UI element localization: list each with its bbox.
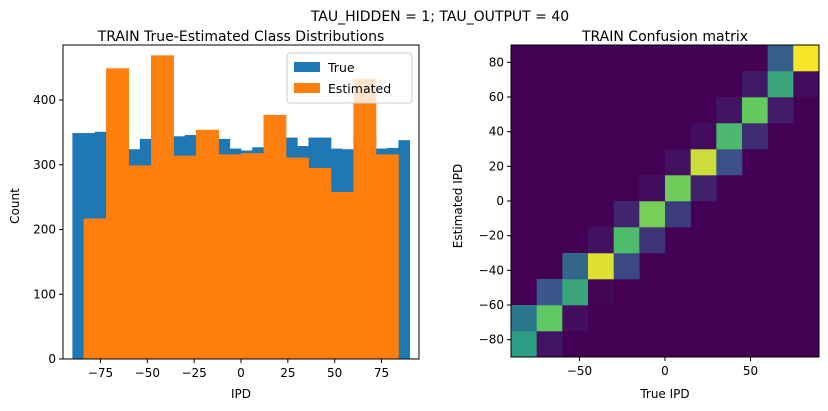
confusion-cell-7-6 (690, 175, 717, 202)
histogram-ytick-label: 0 (48, 352, 56, 366)
estimated-bar-10 (308, 168, 332, 359)
confusion-cell-5-5 (639, 201, 666, 228)
confusion-matrix-title: TRAIN Confusion matrix (581, 29, 748, 45)
true-bar-0 (72, 133, 85, 359)
confusion-matrix-xticks: −50 0 50 (567, 357, 758, 378)
confusion-matrix-yticks: −80 −60 −40 −20 0 20 40 60 80 (479, 55, 511, 347)
confusion-xtick-label: 0 (661, 364, 669, 378)
histogram-xtick-label: 0 (237, 366, 245, 380)
confusion-cell-5-6 (639, 175, 666, 202)
confusion-cell-2-2 (562, 279, 589, 306)
confusion-cell-7-7 (690, 149, 717, 176)
figure-suptitle: TAU_HIDDEN = 1; TAU_OUTPUT = 40 (310, 9, 569, 25)
histogram-xticks: −75 −50 −25 0 25 50 75 (88, 359, 389, 380)
confusion-matrix-panel: TRAIN Confusion matrix −50 0 50 −80−60−40−… (451, 29, 820, 401)
confusion-cell-1-1 (536, 305, 563, 332)
histogram-title: TRAIN True-Estimated Class Distributions (97, 29, 385, 45)
legend-label-estimated: Estimated (328, 81, 391, 96)
confusion-cell-4-5 (613, 201, 640, 228)
confusion-xtick-label: −50 (567, 364, 592, 378)
confusion-cell-11-10 (793, 71, 820, 98)
estimated-bar-1 (106, 68, 129, 359)
confusion-cell-10-11 (767, 45, 794, 72)
confusion-cell-9-9 (742, 97, 768, 124)
estimated-bar-12 (353, 78, 377, 360)
confusion-ytick-label: 60 (489, 90, 504, 104)
histogram-ytick-label: 200 (33, 223, 56, 237)
histogram-yticks: 0 100 200 300 400 (33, 93, 63, 366)
confusion-ytick-label: −20 (479, 229, 504, 243)
confusion-cell-4-4 (613, 227, 640, 254)
histogram-xtick-label: −75 (88, 366, 113, 380)
confusion-matrix-cells (511, 45, 820, 358)
confusion-cell-9-8 (742, 123, 768, 150)
confusion-ytick-label: −40 (479, 263, 504, 277)
confusion-cell-8-8 (716, 123, 743, 150)
confusion-cell-3-4 (588, 227, 614, 254)
confusion-cell-2-1 (562, 305, 589, 332)
confusion-cell-9-10 (742, 71, 768, 98)
histogram-xtick-label: 50 (327, 366, 342, 380)
confusion-ytick-label: 20 (489, 159, 504, 173)
estimated-bar-3 (151, 55, 174, 360)
confusion-matrix-xlabel: True IPD (639, 387, 689, 401)
confusion-ytick-label: 80 (489, 55, 504, 69)
legend-label-true: True (327, 60, 355, 75)
confusion-cell-8-7 (716, 149, 743, 176)
confusion-cell-2-3 (562, 253, 589, 280)
histogram-xlabel: IPD (231, 387, 251, 401)
confusion-ytick-label: 40 (489, 125, 504, 139)
histogram-xtick-label: −25 (181, 366, 206, 380)
estimated-bar-5 (196, 129, 219, 359)
confusion-cell-11-11 (793, 45, 820, 72)
confusion-cell-6-6 (665, 175, 691, 202)
confusion-cell-4-3 (613, 253, 640, 280)
estimated-bar-2 (128, 165, 152, 359)
confusion-cell-8-9 (716, 97, 743, 124)
confusion-cell-0-0 (511, 331, 537, 358)
confusion-cell-6-5 (665, 201, 691, 228)
confusion-cell-10-9 (767, 97, 794, 124)
estimated-bars (83, 55, 399, 360)
legend-swatch-true (294, 62, 320, 72)
legend: True Estimated (286, 52, 413, 104)
histogram-ytick-label: 400 (33, 93, 56, 107)
confusion-cell-7-8 (690, 123, 717, 150)
estimated-bar-0 (83, 218, 107, 359)
estimated-bar-4 (173, 155, 197, 359)
histogram-xtick-label: 25 (280, 366, 295, 380)
true-bar-29 (398, 140, 411, 359)
estimated-bar-6 (218, 154, 242, 359)
confusion-matrix-ylabel: Estimated IPD (451, 164, 465, 248)
histogram-ylabel: Count (8, 188, 22, 224)
histogram-xtick-label: 75 (374, 366, 389, 380)
confusion-ytick-label: −60 (479, 298, 504, 312)
estimated-bar-11 (330, 191, 354, 359)
confusion-cell-3-3 (588, 253, 614, 280)
histogram-panel: TRAIN True-Estimated Class Distributions… (8, 29, 420, 401)
histogram-ytick-label: 100 (33, 287, 56, 301)
legend-swatch-estimated (294, 83, 320, 93)
estimated-bar-7 (241, 153, 264, 359)
confusion-cell-5-4 (639, 227, 666, 254)
confusion-cell-1-2 (536, 279, 563, 306)
confusion-cell-10-10 (767, 71, 794, 98)
estimated-bar-13 (375, 154, 399, 359)
estimated-bar-8 (263, 114, 287, 359)
confusion-cell-6-7 (665, 149, 691, 176)
confusion-cell-1-0 (536, 331, 563, 358)
histogram-xtick-label: −50 (135, 366, 160, 380)
confusion-cell-0-1 (511, 305, 537, 332)
histogram-ytick-label: 300 (33, 158, 56, 172)
confusion-ytick-label: −80 (479, 333, 504, 347)
confusion-ytick-label: 0 (496, 194, 504, 208)
confusion-xtick-label: 50 (743, 364, 758, 378)
estimated-bar-9 (285, 157, 309, 359)
confusion-cell-3-2 (588, 279, 614, 306)
